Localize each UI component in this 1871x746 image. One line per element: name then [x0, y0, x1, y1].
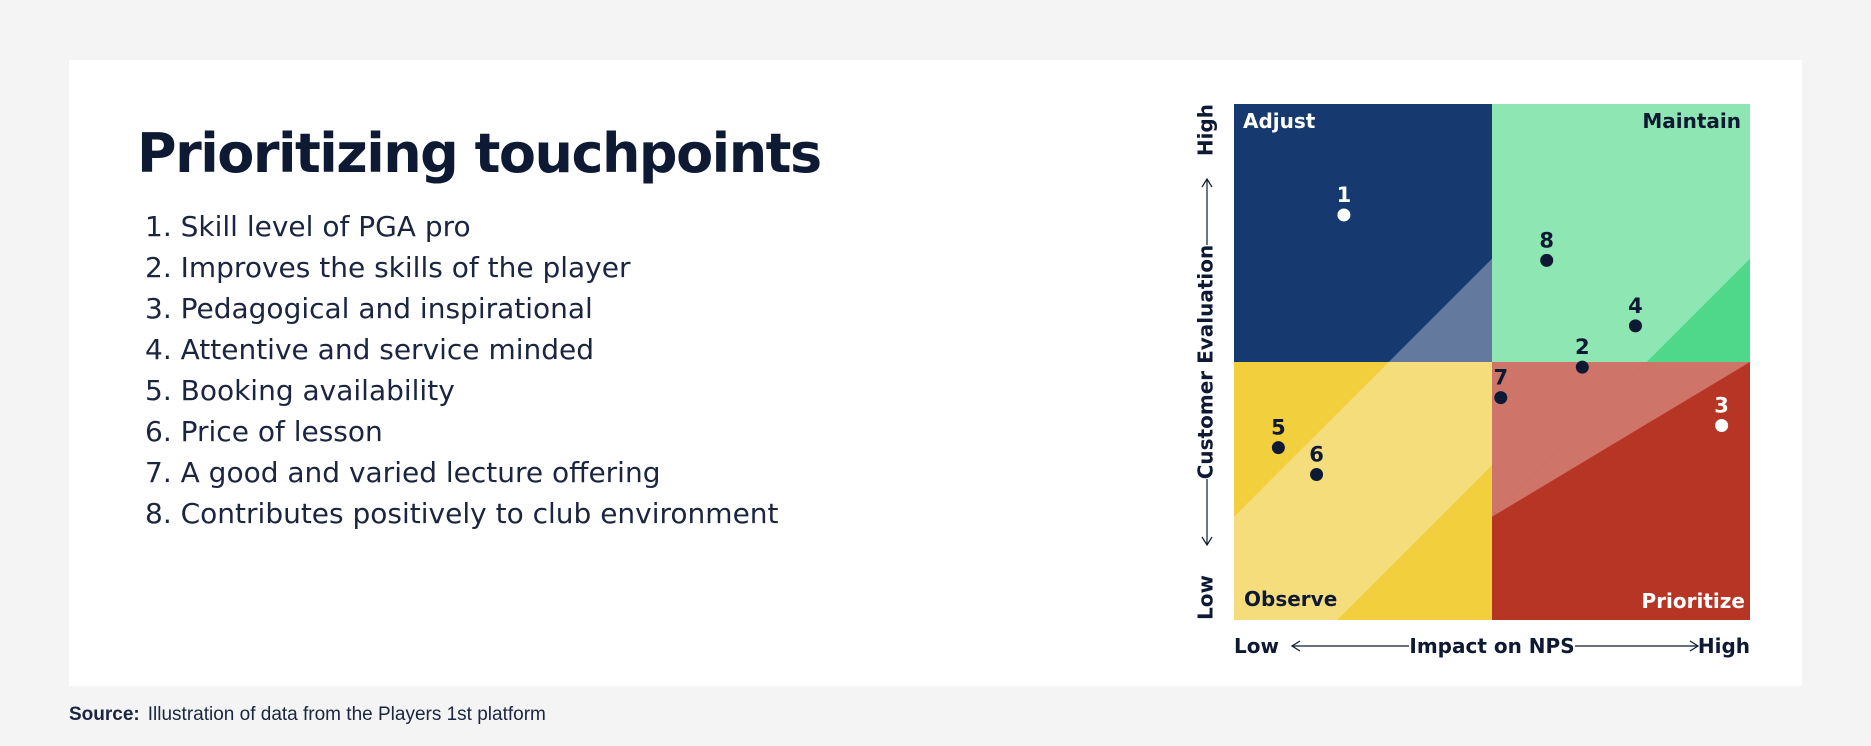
quadrant-label-maintain: Maintain [1642, 109, 1741, 133]
touchpoint-item: 8. Contributes positively to club enviro… [145, 497, 779, 530]
source-text: Illustration of data from the Players 1s… [147, 704, 546, 725]
data-point-6 [1310, 467, 1324, 481]
diagonal-band-adjust [1388, 258, 1492, 362]
diagonal-band-maintain [1492, 104, 1750, 362]
data-point-3 [1715, 418, 1729, 432]
source-label: Source: [69, 704, 140, 725]
data-label-2: 2 [1575, 335, 1590, 359]
content-card: Prioritizing touchpoints 1. Skill level … [69, 60, 1802, 686]
touchpoint-item: 3. Pedagogical and inspirational [145, 292, 593, 325]
touchpoint-item: 4. Attentive and service minded [145, 333, 595, 366]
data-label-1: 1 [1337, 183, 1352, 207]
y-axis-arrowhead-up [1201, 177, 1213, 188]
x-axis-arrowhead-left [1290, 640, 1301, 652]
page-title: Prioritizing touchpoints [137, 122, 822, 185]
x-axis-high-label: High [1698, 634, 1750, 658]
y-axis-high-label: High [1194, 104, 1218, 156]
data-label-3: 3 [1714, 393, 1729, 417]
touchpoint-list: 1. Skill level of PGA pro 2. Improves the… [145, 206, 779, 534]
touchpoint-item: 2. Improves the skills of the player [145, 251, 631, 284]
y-axis-title: Customer Evaluation [1194, 245, 1218, 480]
data-label-7: 7 [1493, 366, 1508, 390]
x-axis-arrowhead-right [1689, 640, 1700, 652]
data-label-5: 5 [1271, 416, 1286, 440]
quadrant-label-prioritize: Prioritize [1642, 589, 1745, 613]
priority-matrix-chart: Adjust Maintain Observe Prioritize 1 2 3 4 56 7 8 L… [1194, 104, 1750, 658]
data-label-8: 8 [1539, 228, 1554, 252]
data-point-2 [1575, 360, 1589, 374]
touchpoint-item: 5. Booking availability [145, 374, 455, 407]
data-point-4 [1628, 319, 1642, 333]
quadrant-label-adjust: Adjust [1243, 109, 1316, 133]
diagonal-band-observe [1234, 362, 1492, 620]
quadrant-label-observe: Observe [1244, 587, 1337, 611]
touchpoint-item: 6. Price of lesson [145, 415, 383, 448]
data-point-7 [1494, 391, 1508, 405]
y-axis-arrowhead-down [1201, 536, 1213, 547]
touchpoint-item: 7. A good and varied lecture offering [145, 456, 661, 489]
data-point-5 [1271, 441, 1285, 455]
data-label-4: 4 [1628, 294, 1643, 318]
x-axis-low-label: Low [1234, 634, 1279, 658]
data-point-8 [1540, 253, 1554, 267]
data-point-1 [1337, 208, 1351, 222]
y-axis-low-label: Low [1194, 575, 1218, 620]
x-axis-title: Impact on NPS [1409, 634, 1574, 658]
diagonal-band-prioritize-2 [1492, 362, 1750, 517]
touchpoint-item: 1. Skill level of PGA pro [145, 210, 471, 243]
source-note: Source: Illustration of data from the Pla… [69, 704, 546, 726]
data-label-6: 6 [1309, 442, 1324, 466]
